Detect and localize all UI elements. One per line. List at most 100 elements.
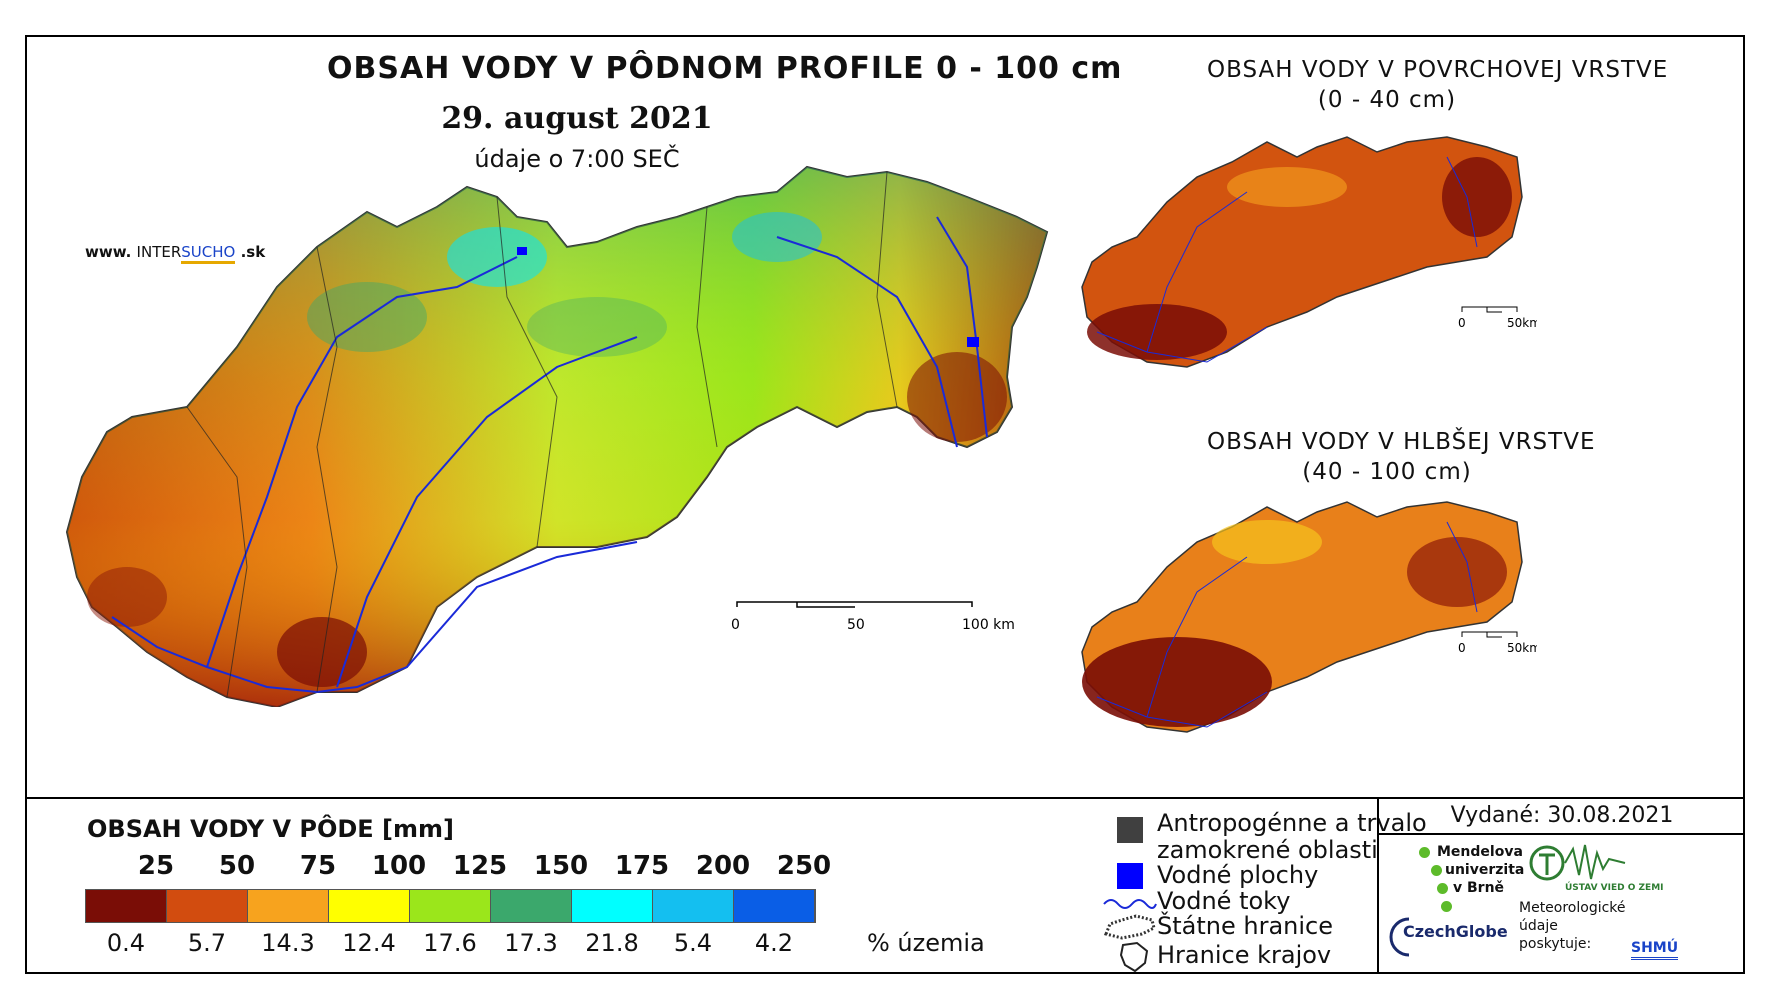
legend-threshold: 100 — [371, 851, 427, 881]
scale-label: 50km — [1507, 641, 1537, 655]
legend-area: OBSAH VODY V PÔDE [mm] 25 50 75 100 125 150 17… — [27, 797, 1745, 976]
mendelu-dot — [1419, 847, 1430, 858]
main-date: 29. august 2021 — [441, 101, 713, 136]
legend-threshold: 250 — [776, 851, 832, 881]
wet-patch — [1227, 167, 1347, 207]
scale-label: 0 — [1458, 316, 1466, 330]
legend-color-cell — [491, 890, 572, 922]
region-border-icon — [1119, 941, 1149, 973]
legend-color-cell — [572, 890, 653, 922]
wet-patch — [447, 227, 547, 287]
river-ondava — [936, 216, 988, 438]
legend-percentage: 12.4 — [342, 929, 396, 957]
legend-color-cell — [734, 890, 815, 922]
river-legend-icon — [1103, 899, 1157, 909]
main-title: OBSAH VODY V PÔDNOM PROFILE 0 - 100 cm — [327, 51, 1123, 86]
map-area: OBSAH VODY V PÔDNOM PROFILE 0 - 100 cm 2… — [27, 37, 1743, 797]
map-frame: OBSAH VODY V PÔDNOM PROFILE 0 - 100 cm 2… — [25, 35, 1745, 974]
mendelu-dot — [1441, 901, 1452, 912]
legend-color-cell — [653, 890, 734, 922]
legend-percentage: 14.3 — [261, 929, 315, 957]
legend-color-cell — [86, 890, 167, 922]
key-anthropogenic-1: Antropogénne a trvalo — [1157, 809, 1427, 837]
dry-patch — [907, 352, 1007, 442]
legend-threshold: 25 — [137, 851, 175, 881]
key-water-bodies: Vodné plochy — [1157, 861, 1319, 889]
river-ipel — [406, 541, 638, 668]
water-body — [967, 337, 979, 347]
legend-threshold: 75 — [299, 851, 337, 881]
website-prefix: www. — [85, 243, 132, 261]
percent-unit: % územia — [867, 929, 985, 957]
rivers-inset-bottom — [1096, 521, 1478, 728]
water-swatch — [1117, 863, 1143, 889]
legend-threshold: 50 — [218, 851, 256, 881]
moist-patch — [1212, 520, 1322, 564]
legend-threshold: 150 — [533, 851, 589, 881]
inset-bottom-title: OBSAH VODY V HLBŠEJ VRSTVE — [1207, 429, 1596, 455]
scale-label: 50 — [847, 617, 865, 633]
legend-threshold: 125 — [452, 851, 508, 881]
legend-colorbar — [85, 889, 816, 923]
mendelu-dot — [1431, 865, 1442, 876]
main-time: údaje o 7:00 SEČ — [474, 145, 680, 173]
mendelu-dot — [1437, 883, 1448, 894]
rivers-main — [111, 216, 988, 694]
inset-top-subtitle: (0 - 40 cm) — [1317, 87, 1457, 113]
legend-percentage: 21.8 — [585, 929, 639, 957]
scale-bar-inset-top — [1461, 306, 1518, 313]
river-vah — [206, 256, 518, 668]
slovakia-outline-main-shade — [67, 167, 1047, 707]
legend-color-cell — [248, 890, 329, 922]
czechglobe-label: CzechGlobe — [1403, 922, 1508, 941]
issued-date: Vydané: 30.08.2021 — [1379, 799, 1745, 835]
rivers-inset-top — [1096, 156, 1478, 363]
key-rivers: Vodné toky — [1157, 887, 1291, 915]
state-border-icon — [1103, 914, 1156, 940]
region-borders-main — [186, 171, 898, 698]
dry-patch — [277, 617, 367, 687]
meteo-line2: údaje — [1519, 918, 1558, 934]
czechglobe-logo — [1389, 917, 1410, 957]
scale-label: 0 — [731, 617, 740, 633]
mendelu-line3: v Brně — [1453, 880, 1505, 896]
dry-patch — [1087, 304, 1227, 360]
river-hornad — [776, 236, 958, 448]
key-anthropogenic-2: zamokrené oblasti — [1157, 836, 1378, 864]
website-sucho: SUCHO — [181, 243, 236, 264]
water-body — [517, 247, 527, 255]
scale-label: 50km — [1507, 316, 1537, 330]
river-danube — [111, 616, 408, 694]
wet-patch — [527, 297, 667, 357]
legend-title: OBSAH VODY V PÔDE [mm] — [87, 815, 455, 843]
inset-top-title: OBSAH VODY V POVRCHOVEJ VRSTVE — [1207, 57, 1669, 83]
anthropogenic-swatch — [1117, 817, 1143, 843]
website-link[interactable]: www. INTERSUCHO .sk — [85, 243, 265, 264]
inset-top-map: 0 50km — [1081, 136, 1537, 368]
scale-label: 100 km — [962, 617, 1015, 633]
ustav-logo — [1529, 844, 1626, 881]
legend-percentage: 17.6 — [423, 929, 477, 957]
legend-color-cell — [410, 890, 491, 922]
dry-patch — [1082, 637, 1272, 727]
legend-color-cell — [167, 890, 248, 922]
legend-percentage: 0.4 — [106, 929, 146, 957]
dry-patch — [87, 567, 167, 627]
legend-color-cell — [329, 890, 410, 922]
legend-percentage: 5.4 — [673, 929, 713, 957]
website-inter: INTER — [136, 243, 182, 261]
dry-patch — [1442, 157, 1512, 237]
mendelu-line1: Mendelova — [1437, 844, 1523, 860]
mendelu-line2: univerzita — [1445, 862, 1525, 878]
inset-bottom-map: 0 50km — [1081, 501, 1537, 733]
scale-label: 0 — [1458, 641, 1466, 655]
meteo-line1: Meteorologické — [1519, 900, 1626, 916]
issued-box: Vydané: 30.08.2021 Mendelova univerzita … — [1377, 799, 1745, 974]
inset-bottom-subtitle: (40 - 100 cm) — [1302, 459, 1472, 485]
key-state-border: Štátne hranice — [1157, 912, 1333, 940]
shmu-logo: SHMÚ — [1631, 939, 1679, 960]
legend-threshold: 175 — [614, 851, 670, 881]
legend-percentage: 17.3 — [504, 929, 558, 957]
meteo-line3: poskytuje: — [1519, 936, 1592, 952]
main-map: 0 50 100 km — [65, 165, 1049, 707]
